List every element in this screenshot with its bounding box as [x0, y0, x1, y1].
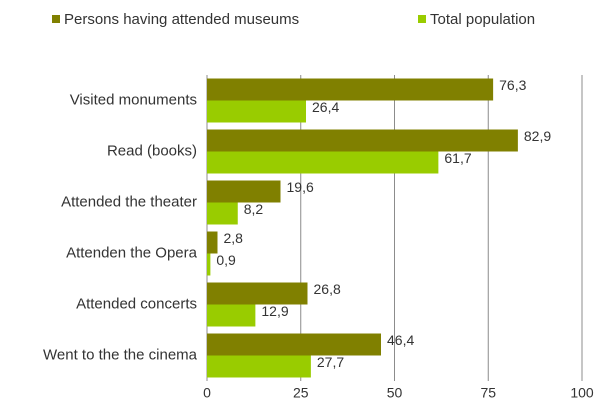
bar — [207, 78, 494, 101]
bar — [207, 304, 256, 327]
y-tick-label: Went to the the cinema — [43, 346, 198, 363]
y-tick-label: Attenden the Opera — [66, 244, 198, 261]
legend-swatch — [52, 15, 60, 23]
legend-swatch — [418, 15, 426, 23]
x-tick-label: 75 — [480, 385, 496, 401]
x-tick-label: 50 — [387, 385, 403, 401]
bar — [207, 151, 439, 174]
data-label: 0,9 — [216, 252, 236, 268]
bar — [207, 333, 381, 356]
bar — [207, 202, 238, 225]
y-tick-label: Read (books) — [107, 142, 197, 159]
bar — [207, 355, 311, 378]
data-label: 76,3 — [499, 77, 526, 93]
bar — [207, 253, 211, 276]
data-label: 26,4 — [312, 99, 339, 115]
bar — [207, 100, 306, 123]
data-label: 2,8 — [224, 230, 244, 246]
data-label: 12,9 — [261, 303, 288, 319]
x-tick-label: 100 — [570, 385, 594, 401]
data-label: 82,9 — [524, 128, 551, 144]
bar — [207, 282, 308, 305]
data-label: 27,7 — [317, 354, 344, 370]
data-label: 46,4 — [387, 332, 414, 348]
y-tick-label: Attended concerts — [76, 295, 197, 312]
x-tick-label: 25 — [293, 385, 309, 401]
bar — [207, 180, 281, 203]
y-tick-label: Visited monuments — [70, 91, 197, 108]
data-label: 26,8 — [314, 281, 341, 297]
data-label: 8,2 — [244, 201, 264, 217]
legend-label: Persons having attended museums — [64, 11, 299, 28]
bar — [207, 129, 518, 152]
data-label: 19,6 — [287, 179, 314, 195]
data-label: 61,7 — [444, 150, 471, 166]
x-tick-label: 0 — [203, 385, 211, 401]
y-tick-label: Attended the theater — [61, 193, 197, 210]
bar — [207, 231, 218, 254]
legend-label: Total population — [430, 11, 535, 28]
